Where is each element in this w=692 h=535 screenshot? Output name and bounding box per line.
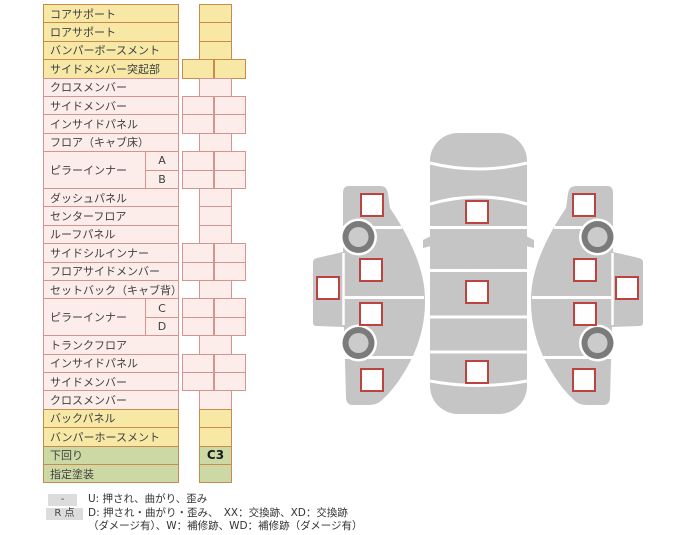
section-label: クロスメンバー xyxy=(43,390,179,410)
damage-marker-left-side-rear-door[interactable] xyxy=(359,302,383,326)
section-label: ダッシュパネル xyxy=(43,188,179,208)
damage-cell[interactable] xyxy=(182,298,246,318)
damage-cell-half[interactable] xyxy=(182,114,214,134)
legend-key-r-point: R 点 xyxy=(46,508,83,520)
damage-marker-left-side-front-door[interactable] xyxy=(359,258,383,282)
section-label: セットバック（キャブ背） xyxy=(43,280,179,300)
legend-line-1: U: 押され、曲がり、歪み xyxy=(88,493,208,505)
damage-cell[interactable] xyxy=(182,372,246,392)
damage-marker-right-side-front-door[interactable] xyxy=(573,258,597,282)
legend-line-2: D: 押され・曲がり・歪み、 XX：交換跡、XD：交換跡 xyxy=(88,507,348,519)
damage-marker-top-view-roof[interactable] xyxy=(465,280,489,304)
car-top-view xyxy=(423,133,534,414)
damage-cell-half[interactable] xyxy=(182,59,214,79)
damage-cell-half[interactable] xyxy=(182,261,214,281)
section-label: トランクフロア xyxy=(43,335,179,355)
damage-cell[interactable] xyxy=(182,59,246,79)
rear-wheel-icon xyxy=(340,324,377,362)
top-view-panel-lines xyxy=(429,161,528,387)
car-left-side-view xyxy=(313,186,425,405)
front-wheel-icon xyxy=(579,218,616,256)
damage-cell-half[interactable] xyxy=(182,169,214,189)
damage-marker-left-side-roof[interactable] xyxy=(316,276,340,300)
car-right-side-view xyxy=(531,186,643,405)
damage-cell[interactable] xyxy=(182,316,246,337)
underbody-grade-cell[interactable]: C3 xyxy=(199,445,232,465)
damage-marker-right-side-rear-fender[interactable] xyxy=(572,368,596,392)
section-label: サイドシルインナー xyxy=(43,243,179,263)
damage-marker-right-side-rear-door[interactable] xyxy=(573,302,597,326)
damage-cell-half[interactable] xyxy=(182,316,214,337)
rear-wheel-icon xyxy=(579,324,616,362)
damage-cell[interactable] xyxy=(182,96,246,116)
damage-cell[interactable] xyxy=(182,261,246,281)
front-wheel-icon xyxy=(340,218,377,256)
damage-cell[interactable] xyxy=(182,114,246,134)
section-label: インサイドパネル xyxy=(43,114,179,134)
side-mirror-left xyxy=(423,236,431,248)
section-label: バンパーボースメント xyxy=(43,40,179,61)
damage-marker-left-side-rear-fender[interactable] xyxy=(360,368,384,392)
damage-cell-half[interactable] xyxy=(182,372,214,392)
section-label: サイドメンバー突起部 xyxy=(43,59,179,79)
damage-marker-top-view-hood[interactable] xyxy=(465,200,489,224)
damage-cell[interactable] xyxy=(182,353,246,373)
damage-marker-top-view-trunk[interactable] xyxy=(465,360,489,384)
section-label: フロアサイドメンバー xyxy=(43,261,179,281)
damage-cell[interactable] xyxy=(182,169,246,189)
section-label: 指定塗装 xyxy=(43,464,179,484)
damage-marker-right-side-roof[interactable] xyxy=(615,276,639,300)
damage-marker-right-side-front-fender[interactable] xyxy=(572,193,596,217)
damage-cell[interactable] xyxy=(199,464,232,484)
side-mirror-right xyxy=(526,236,534,248)
damage-cell[interactable] xyxy=(182,243,246,263)
legend-key-minor: - xyxy=(48,494,77,506)
damage-marker-left-side-front-fender[interactable] xyxy=(360,193,384,217)
section-label: バンパーホースメント xyxy=(43,427,179,447)
legend-line-3: （ダメージ有）、W：補修跡、WD：補修跡（ダメージ有） xyxy=(88,520,363,532)
